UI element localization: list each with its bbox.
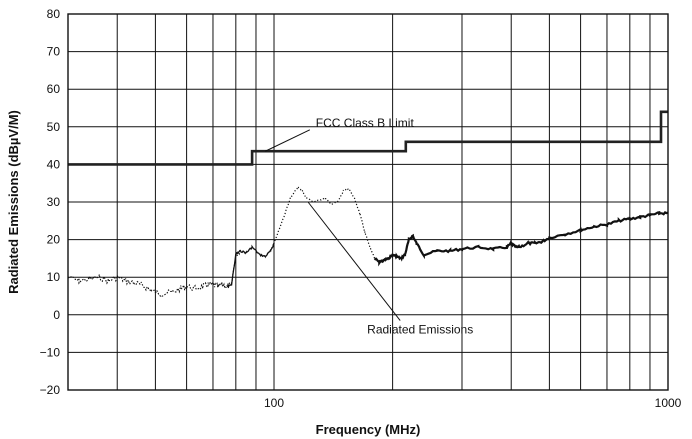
plot-frame [67, 13, 669, 391]
series-fcc-limit-line [68, 110, 668, 166]
annotations: FCC Class B Limit Radiated Emissions [265, 116, 473, 337]
x-tick-label: 1000 [655, 396, 682, 410]
annotation-leader-line [307, 201, 401, 321]
y-tick-label: 40 [47, 157, 61, 171]
y-tick-label: 70 [47, 45, 61, 59]
y-tick-label: 60 [47, 82, 61, 96]
annotation-label: FCC Class B Limit [316, 116, 415, 130]
trace-segment-mid [226, 242, 275, 288]
trace-segment-low [67, 250, 241, 298]
y-axis-title: Radiated Emissions (dBµV/M) [6, 110, 21, 294]
y-tick-label: 50 [47, 120, 61, 134]
y-tick-label: 20 [47, 233, 61, 247]
annotation-leader-line [265, 129, 311, 152]
y-tick-label: −10 [40, 345, 61, 359]
y-tick-label: 10 [47, 270, 61, 284]
y-tick-label: −20 [40, 383, 61, 397]
series-radiated-emissions [67, 184, 669, 298]
series-layer [67, 110, 669, 298]
y-tick-label: 80 [47, 7, 61, 21]
y-tick-label: 0 [53, 308, 60, 322]
trace-segment-peak [264, 184, 389, 263]
tick-labels: −20 −10 0 10 20 30 40 50 60 70 80 100 1000 [40, 7, 682, 410]
x-axis-title: Frequency (MHz) [316, 422, 421, 437]
x-tick-label: 100 [264, 396, 284, 410]
annotation-label: Radiated Emissions [367, 323, 473, 337]
trace-segment-high [373, 210, 669, 267]
y-tick-label: 30 [47, 195, 61, 209]
